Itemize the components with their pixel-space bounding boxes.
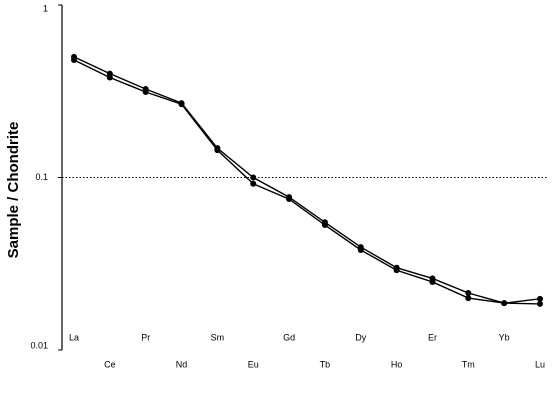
x-tick-label: Lu	[535, 359, 545, 369]
data-point	[465, 295, 472, 302]
y-tick-label: 0.1	[35, 172, 48, 182]
data-point	[142, 89, 149, 96]
x-tick-label: Ho	[391, 359, 403, 369]
data-point	[429, 278, 436, 285]
x-tick-label: Er	[428, 332, 437, 342]
data-point	[250, 180, 257, 187]
series-line	[73, 59, 541, 305]
data-point	[106, 74, 113, 81]
x-tick-label: Tb	[320, 359, 331, 369]
x-tick-label: Eu	[248, 359, 259, 369]
y-axis-label: Sample / Chondrite	[5, 122, 22, 259]
x-tick-label: Yb	[499, 332, 510, 342]
x-tick-label: Pr	[141, 332, 150, 342]
data-point	[214, 147, 221, 154]
x-tick-label: Nd	[176, 359, 188, 369]
x-tick-label: La	[69, 332, 79, 342]
data-point	[465, 290, 472, 297]
x-tick-label: Gd	[283, 332, 295, 342]
data-point	[178, 101, 185, 108]
data-point	[71, 56, 77, 63]
x-tick-label: Tm	[462, 359, 475, 369]
y-tick-label: 0.01	[30, 340, 48, 350]
y-tick-label: 1	[43, 3, 48, 13]
data-point	[286, 196, 293, 203]
x-tick-label: Dy	[355, 332, 366, 342]
data-point	[537, 295, 543, 302]
data-point	[321, 222, 328, 229]
data-point	[393, 267, 400, 274]
data-point	[501, 300, 508, 307]
x-tick-label: Sm	[211, 332, 225, 342]
data-point	[357, 246, 364, 253]
data-point	[250, 174, 257, 181]
data-point	[537, 300, 543, 307]
series-line	[73, 56, 541, 304]
x-tick-label: Ce	[104, 359, 116, 369]
